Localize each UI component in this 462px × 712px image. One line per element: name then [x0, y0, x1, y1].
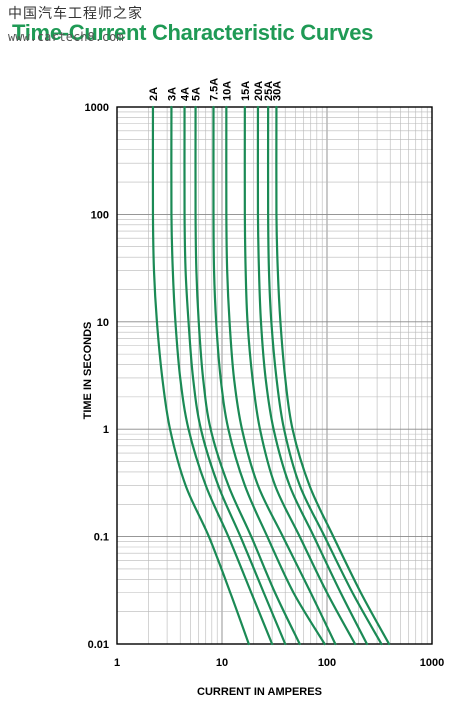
curve-5a: [194, 105, 301, 646]
rating-label-3a: 3A: [166, 87, 178, 101]
y-tick-label: 100: [91, 209, 109, 221]
y-tick-label: 0.01: [88, 639, 109, 651]
rating-label-7-5a: 7.5A: [209, 78, 221, 101]
y-axis-label: TIME IN SECONDS: [82, 322, 94, 420]
curve-3a: [170, 105, 274, 646]
curve-2a: [151, 105, 250, 646]
curve-4a: [183, 105, 287, 646]
curve-7-5a: [212, 105, 326, 646]
x-tick-label: 1000: [420, 657, 444, 669]
x-tick-label: 1: [114, 657, 120, 669]
curve-25a: [266, 105, 383, 646]
curve-20a: [256, 105, 369, 646]
rating-label-2a: 2A: [148, 87, 160, 101]
chart-title: Time-Current Characteristic Curves: [12, 20, 374, 45]
rating-label-4a: 4A: [180, 87, 192, 101]
y-tick-label: 1000: [85, 102, 109, 114]
y-tick-label: 1: [103, 424, 109, 436]
rating-label-10a: 10A: [221, 81, 233, 101]
y-tick-label: 0.1: [94, 532, 109, 544]
watermark-url-text: www.cartech8.com: [8, 30, 124, 44]
rating-label-5a: 5A: [191, 87, 203, 101]
y-tick-label: 10: [97, 317, 109, 329]
plot-frame: [116, 106, 433, 645]
curve-10a: [225, 105, 337, 646]
rating-label-15a: 15A: [240, 81, 252, 101]
watermark-chinese-text: 中国汽车工程师之家: [8, 6, 143, 22]
grid-lines: [116, 107, 432, 645]
curve-series: [151, 105, 391, 646]
x-axis-label: CURRENT IN AMPERES: [197, 686, 322, 698]
x-tick-label: 100: [318, 657, 336, 669]
rating-label-30a: 30A: [271, 81, 283, 101]
curve-30a: [275, 105, 391, 646]
tick-labels: 1 10 100 1000 1000 100 10 1 0.1 0.01: [85, 102, 445, 669]
rating-label-20a: 20A: [253, 81, 265, 101]
rating-label-25a: 25A: [263, 81, 275, 101]
curve-15a: [243, 105, 357, 646]
x-tick-label: 10: [216, 657, 228, 669]
